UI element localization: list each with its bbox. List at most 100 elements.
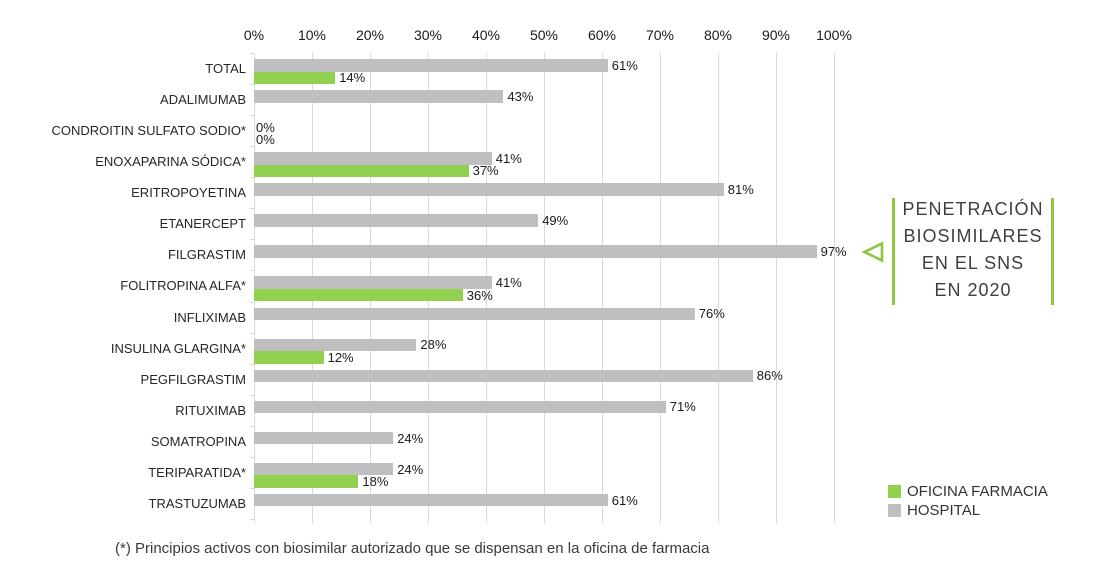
axis-tick bbox=[428, 519, 429, 523]
y-axis-tick bbox=[250, 519, 254, 520]
axis-tick bbox=[834, 519, 835, 523]
category-label: FILGRASTIM bbox=[167, 247, 246, 263]
bar-value-label: 36% bbox=[466, 287, 493, 303]
bar-value-label: 41% bbox=[495, 275, 522, 291]
bar-oficina-farmacia bbox=[254, 71, 336, 84]
axis-tick bbox=[544, 519, 545, 523]
category-label: TRASTUZUMAB bbox=[148, 495, 247, 511]
x-axis-tick-label: 40% bbox=[471, 27, 501, 43]
bar-oficina-farmacia bbox=[254, 288, 463, 302]
bar-hospital bbox=[254, 369, 753, 383]
bar-value-label: 14% bbox=[339, 70, 366, 86]
chart-title-line: PENETRACIÓN bbox=[902, 199, 1044, 219]
x-axis-tick-label: 100% bbox=[816, 27, 852, 43]
legend-label: OFICINA FARMACIA bbox=[907, 483, 1048, 500]
axis-tick bbox=[486, 519, 487, 523]
gridline bbox=[834, 53, 835, 519]
bar-value-label: 61% bbox=[611, 57, 638, 73]
x-axis-tick-label: 80% bbox=[703, 27, 733, 43]
y-axis-tick bbox=[250, 332, 254, 334]
y-axis-tick bbox=[250, 301, 254, 303]
y-axis-tick bbox=[250, 177, 254, 179]
bar-hospital bbox=[254, 462, 394, 476]
x-axis-tick-label: 0% bbox=[243, 27, 265, 43]
category-label: FOLITROPINA ALFA* bbox=[120, 278, 246, 294]
bar-value-label: 28% bbox=[420, 337, 447, 353]
category-label: CONDROITIN SULFATO SODIO* bbox=[51, 123, 246, 139]
bar-oficina-farmacia bbox=[254, 475, 359, 488]
gridline bbox=[660, 53, 661, 519]
axis-tick bbox=[776, 519, 777, 523]
bar-value-label: 71% bbox=[669, 399, 696, 415]
y-axis-tick bbox=[250, 239, 254, 241]
x-axis-tick-label: 20% bbox=[355, 27, 385, 43]
bar-value-label: 97% bbox=[820, 244, 847, 260]
bar-hospital bbox=[254, 245, 817, 258]
gridline bbox=[718, 53, 719, 519]
category-label: ETANERCEPT bbox=[159, 216, 246, 232]
x-axis-tick-label: 70% bbox=[645, 27, 675, 43]
x-axis-tick-label: 10% bbox=[297, 27, 327, 43]
y-axis-tick bbox=[250, 146, 254, 148]
bar-hospital bbox=[254, 431, 394, 445]
bar-value-label: 43% bbox=[507, 88, 534, 104]
y-axis-tick bbox=[250, 363, 254, 365]
category-label: INSULINA GLARGINA* bbox=[110, 340, 246, 356]
bar-hospital bbox=[254, 59, 608, 72]
category-label: RITUXIMAB bbox=[175, 402, 246, 418]
y-axis-tick bbox=[250, 115, 254, 117]
footnote: (*) Principios activos con biosimilar au… bbox=[115, 540, 710, 557]
axis-tick bbox=[718, 519, 719, 523]
bar-oficina-farmacia bbox=[254, 164, 469, 178]
bar-hospital bbox=[254, 90, 504, 103]
legend-swatch-oficina-farmacia bbox=[888, 485, 901, 498]
bar-hospital bbox=[254, 183, 724, 196]
y-axis-tick bbox=[250, 425, 254, 427]
axis-tick bbox=[254, 519, 255, 523]
bar-hospital bbox=[254, 493, 608, 507]
gridline bbox=[602, 53, 603, 519]
bar-value-label: 12% bbox=[327, 349, 354, 365]
category-label: PEGFILGRASTIM bbox=[140, 371, 246, 387]
bar-hospital bbox=[254, 152, 492, 165]
bar-hospital bbox=[254, 338, 417, 352]
chart-title: PENETRACIÓN BIOSIMILARES EN EL SNS EN 20… bbox=[897, 196, 1049, 304]
bar-value-label: 0% bbox=[256, 119, 275, 135]
axis-tick bbox=[660, 519, 661, 523]
bar-value-label: 0% bbox=[256, 132, 275, 148]
category-label: ERITROPOYETINA bbox=[131, 185, 246, 201]
category-label: ENOXAPARINA SÓDICA* bbox=[95, 154, 246, 170]
legend-label: HOSPITAL bbox=[907, 502, 981, 519]
chart-title-line: EN EL SNS bbox=[921, 253, 1025, 273]
bar-value-label: 18% bbox=[362, 474, 389, 490]
y-axis-tick bbox=[250, 487, 254, 489]
x-axis-tick-label: 50% bbox=[529, 27, 559, 43]
legend-item-oficina-farmacia: OFICINA FARMACIA bbox=[888, 483, 1048, 500]
y-axis-tick bbox=[250, 84, 254, 86]
bar-value-label: 61% bbox=[611, 492, 638, 508]
category-label: ADALIMUMAB bbox=[160, 92, 246, 108]
y-axis-tick bbox=[250, 456, 254, 458]
annotation-right-rule bbox=[1051, 198, 1054, 305]
gridline bbox=[776, 53, 777, 519]
x-axis-tick-label: 90% bbox=[761, 27, 791, 43]
bar-hospital bbox=[254, 400, 666, 414]
bar-hospital bbox=[254, 214, 539, 227]
y-axis-tick bbox=[250, 208, 254, 210]
category-label: SOMATROPINA bbox=[150, 433, 246, 449]
legend-item-hospital: HOSPITAL bbox=[888, 502, 980, 519]
chart-title-line: EN 2020 bbox=[934, 280, 1012, 300]
axis-tick bbox=[312, 519, 313, 523]
bar-value-label: 41% bbox=[495, 150, 522, 166]
bar-hospital bbox=[254, 307, 695, 321]
category-label: TERIPARATIDA* bbox=[148, 464, 246, 480]
y-axis-tick bbox=[250, 394, 254, 396]
y-axis-tick bbox=[250, 53, 254, 54]
annotation-left-rule bbox=[892, 198, 895, 305]
bar-hospital bbox=[254, 276, 492, 289]
bar-value-label: 24% bbox=[397, 430, 424, 446]
bar-value-label: 37% bbox=[472, 163, 499, 179]
bar-value-label: 86% bbox=[756, 368, 783, 384]
triangle-left-icon bbox=[861, 241, 884, 263]
